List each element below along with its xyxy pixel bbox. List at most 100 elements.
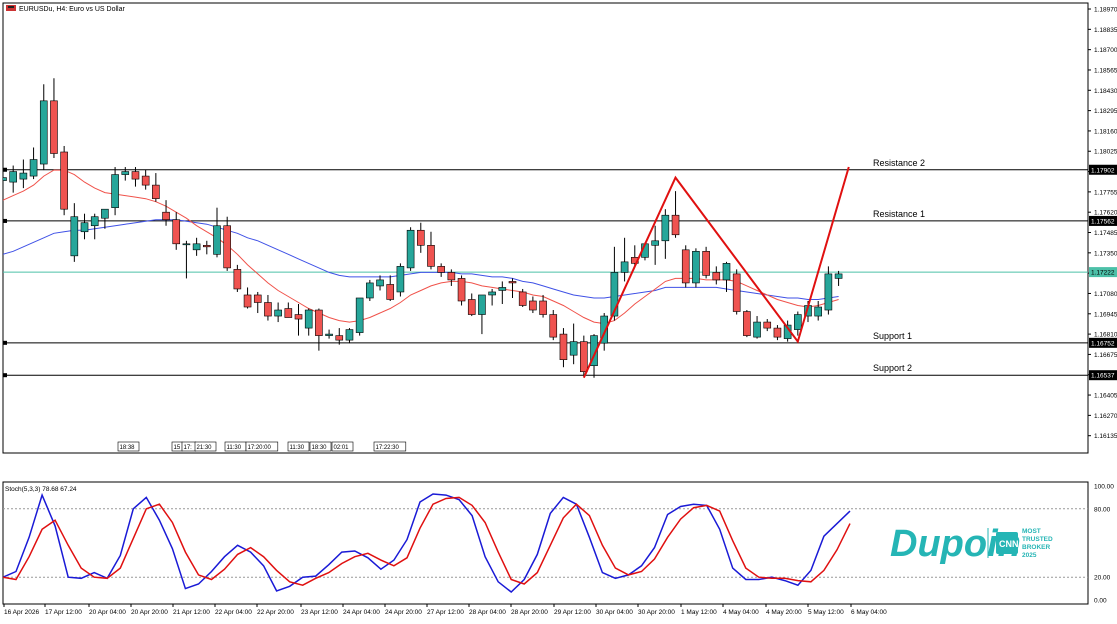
candle-bull	[111, 174, 119, 208]
price-axis-label: 1.16405	[1094, 393, 1117, 400]
candle-bear	[671, 214, 680, 236]
chart-title: EURUSDu, H4: Euro vs US Dollar	[19, 6, 125, 13]
brand-tagline-4: 2025	[1022, 552, 1037, 559]
current-price-tag	[1089, 267, 1117, 278]
brand-tagline-2: TRUSTED	[1022, 536, 1053, 543]
time-axis-label: 29 Apr 12:00	[554, 609, 591, 616]
candle-bear	[294, 314, 303, 320]
candle-bear	[681, 249, 690, 284]
price-axis-label: 1.18295	[1094, 108, 1117, 115]
stochastic-plot	[3, 492, 1088, 593]
candle-bear	[763, 321, 772, 329]
stoch-axis-label: 80.00	[1094, 506, 1111, 513]
candle-bull	[794, 314, 802, 330]
candle-bull	[396, 266, 405, 293]
candle-bear	[416, 229, 425, 246]
candle-bear	[580, 341, 588, 373]
candle-bull	[39, 100, 48, 165]
candle-bull	[620, 261, 629, 273]
time-axis-label: 4 May 20:00	[766, 609, 802, 616]
candle-bull	[355, 297, 364, 333]
time-axis-label: 28 Apr 20:00	[511, 609, 548, 616]
price-axis-label: 1.17485	[1094, 230, 1117, 237]
time-tag	[331, 441, 354, 452]
price-axis-label: 1.17755	[1094, 189, 1117, 196]
candle-bear	[447, 272, 456, 281]
candle-bull	[661, 214, 670, 242]
price-plot: Resistance 2 Resistance 1 Support 1 Support…	[3, 78, 1088, 379]
level-name-label: Support 2	[873, 363, 912, 373]
symbol-chart-icon-bar	[8, 6, 14, 8]
candle-bull	[70, 216, 79, 257]
pattern-zigzag-line	[582, 166, 850, 379]
candle-bull	[3, 177, 7, 181]
time-axis-label: 5 May 12:00	[808, 609, 844, 616]
candle-bear	[773, 327, 782, 338]
time-tag	[194, 441, 217, 452]
level-price-label: 1.17902	[1091, 167, 1115, 174]
candle-bear	[284, 308, 293, 318]
candle-bear	[203, 245, 211, 248]
time-axis-label: 17 Apr 12:00	[45, 609, 82, 616]
time-tag-label: 18:38	[120, 445, 136, 451]
level-anchor	[3, 167, 7, 172]
candle-bull	[651, 240, 659, 246]
price-axis-label: 1.16135	[1094, 433, 1117, 440]
candle-bear	[549, 314, 558, 338]
level-price-tag	[1089, 215, 1117, 226]
stoch-title: Stoch(5,3,3) 78.68 67.24	[5, 486, 77, 493]
dupoin-logo: Dupoin CNN MOST TRUSTED BROKER 2025	[890, 523, 1053, 565]
time-axis-label: 24 Apr 04:00	[343, 609, 380, 616]
time-axis-label: 30 Apr 04:00	[596, 609, 633, 616]
price-axis-label: 1.16945	[1094, 311, 1117, 318]
candle-bull	[590, 335, 598, 367]
time-tag-label: 11:30	[227, 445, 242, 451]
price-axis-label: 1.17620	[1094, 210, 1117, 217]
time-tag	[287, 441, 310, 452]
candle-bull	[304, 309, 313, 329]
candle-bull	[366, 282, 374, 299]
candle-bull	[610, 272, 619, 317]
candle-bull	[325, 333, 333, 336]
candle-bull	[600, 315, 609, 344]
candle-bull	[569, 341, 578, 356]
candle-bear	[427, 245, 435, 267]
candle-bull	[722, 263, 731, 281]
time-axis-label: 30 Apr 20:00	[638, 609, 675, 616]
time-tag-label: 11:30	[290, 445, 305, 451]
moving-average-slow	[3, 219, 839, 300]
time-axis-label: 22 Apr 04:00	[215, 609, 252, 616]
candle-bear	[712, 272, 721, 281]
price-axis-label: 1.18835	[1094, 27, 1117, 34]
level-name-label: Support 1	[873, 331, 912, 341]
level-price-tag	[1089, 337, 1117, 348]
time-axis-label: 6 May 04:00	[851, 609, 887, 616]
time-tag	[309, 441, 332, 452]
cnn-badge	[996, 532, 1018, 554]
candle-bear	[518, 291, 527, 306]
price-axis-label: 1.16675	[1094, 352, 1117, 359]
stoch-main-line	[3, 492, 851, 593]
time-axis-label: 24 Apr 20:00	[385, 609, 422, 616]
price-axis-label: 1.18700	[1094, 47, 1117, 54]
candle-bull	[692, 251, 700, 284]
level-price-label: 1.17562	[1091, 218, 1115, 225]
level-price-label: 1.16537	[1091, 373, 1115, 380]
candle-bear	[559, 333, 568, 360]
candle-bull	[814, 306, 823, 317]
candle-bear	[223, 225, 231, 269]
time-axis-label: 21 Apr 12:00	[173, 609, 210, 616]
candle-bull	[824, 273, 833, 311]
candle-bull	[834, 273, 843, 279]
time-tag-label: 21:30	[197, 445, 213, 451]
candle-bear	[233, 269, 242, 290]
time-tag	[245, 441, 279, 452]
candle-bear	[529, 300, 537, 311]
price-axis-label: 1.17350	[1094, 250, 1117, 257]
level-anchor	[3, 218, 7, 223]
candle-bear	[172, 219, 181, 245]
time-axis-label: 22 Apr 20:00	[257, 609, 294, 616]
current-price-label: 1.17222	[1091, 270, 1115, 277]
price-axis-label: 1.18160	[1094, 128, 1117, 135]
